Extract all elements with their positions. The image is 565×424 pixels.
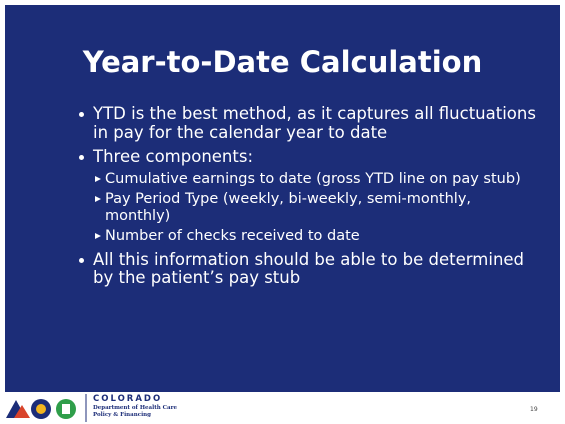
bullet: YTD is the best method, as it captures a… [77,104,537,142]
bullet: Three components: Cumulative earnings to … [77,147,537,245]
bullet-text: YTD is the best method, as it captures a… [93,104,536,142]
division-line: Policy & Financing [93,412,152,418]
page-number: 19 [530,406,538,413]
footer: COLORADO Department of Health Care Policy… [0,392,565,424]
logo [6,394,87,422]
bullet-text: All this information should be able to b… [93,249,525,287]
sub-bullet: Pay Period Type (weekly, bi-weekly, semi… [93,191,537,224]
slide-title: Year-to-Date Calculation [82,45,483,79]
department-line: Department of Health Care [93,405,177,411]
sub-bullet: Cumulative earnings to date (gross YTD l… [93,171,537,188]
logo-mark [62,404,70,414]
bullet: All this information should be able to b… [77,249,537,288]
bullet-text: Three components: [93,147,254,166]
logo-mountain-red [14,405,30,418]
bullet-list: YTD is the best method, as it captures a… [77,104,537,294]
org-name: COLORADO [93,394,163,404]
content-panel: Year-to-Date Calculation YTD is the best… [5,5,560,392]
logo-center [36,404,46,414]
department: Department of Health Care Policy & Financ… [93,405,177,419]
sub-bullet: Number of checks received to date [93,228,537,245]
